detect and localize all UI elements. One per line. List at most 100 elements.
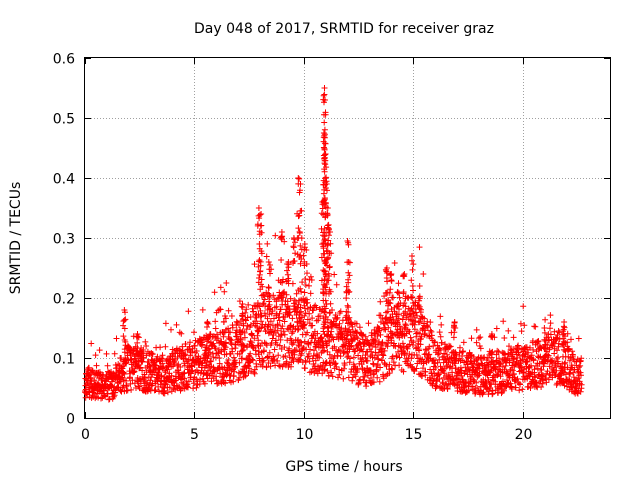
data-point <box>278 229 285 235</box>
data-point <box>301 338 308 345</box>
data-point <box>400 368 407 375</box>
data-point <box>435 371 442 378</box>
data-point <box>365 320 372 327</box>
data-point <box>402 308 409 315</box>
data-point <box>324 222 331 229</box>
data-point <box>534 365 541 372</box>
data-point <box>301 241 308 247</box>
x-tick-label: 5 <box>190 427 199 443</box>
data-point <box>530 346 537 353</box>
data-point <box>328 250 335 257</box>
data-point <box>329 373 336 380</box>
data-point <box>301 289 308 296</box>
data-point <box>401 271 408 277</box>
data-point <box>321 195 328 201</box>
data-point <box>88 378 95 385</box>
data-point <box>509 367 516 374</box>
data-point <box>318 210 325 217</box>
data-point <box>185 378 192 385</box>
data-point <box>322 97 328 103</box>
data-point <box>290 323 297 330</box>
data-point <box>388 337 395 344</box>
data-point <box>396 323 403 330</box>
data-point <box>547 312 554 319</box>
data-point <box>530 357 537 364</box>
data-point <box>321 233 328 240</box>
data-point <box>446 344 453 351</box>
data-point <box>266 294 273 300</box>
data-point <box>148 350 155 357</box>
data-point <box>452 349 459 356</box>
data-point <box>309 322 316 329</box>
data-point <box>322 284 329 291</box>
data-point <box>434 342 441 349</box>
data-point <box>380 352 387 359</box>
data-point <box>380 320 387 327</box>
data-point <box>545 352 552 359</box>
data-point <box>346 259 353 266</box>
data-point <box>574 389 581 396</box>
data-point <box>216 360 223 367</box>
data-point <box>257 268 264 274</box>
data-point <box>258 324 265 331</box>
data-point <box>505 327 512 334</box>
data-point <box>271 346 278 353</box>
data-point <box>321 91 328 98</box>
data-point <box>82 394 89 401</box>
data-point <box>370 371 377 378</box>
data-point <box>133 360 140 367</box>
data-point <box>346 272 353 279</box>
data-point <box>390 359 397 366</box>
data-point <box>460 339 467 346</box>
data-point <box>274 357 281 364</box>
data-point <box>324 187 330 194</box>
data-point <box>162 381 169 388</box>
data-point <box>389 294 396 301</box>
data-point <box>417 315 424 322</box>
data-point <box>388 278 395 284</box>
data-point <box>551 328 558 335</box>
data-point <box>295 175 302 181</box>
data-point <box>263 364 270 371</box>
data-point <box>146 362 153 369</box>
data-point <box>122 342 129 349</box>
data-point <box>278 294 285 301</box>
data-point <box>238 303 245 310</box>
data-point <box>276 317 283 324</box>
data-point <box>302 305 308 312</box>
data-point <box>152 387 159 393</box>
data-point <box>222 313 228 319</box>
data-point <box>427 327 434 334</box>
data-point <box>384 343 391 350</box>
data-point <box>266 301 273 308</box>
data-point <box>387 328 394 335</box>
data-point <box>578 372 584 379</box>
data-point <box>329 323 336 330</box>
data-point <box>394 303 401 310</box>
data-point <box>277 279 284 285</box>
data-point <box>265 259 272 265</box>
data-point <box>242 373 249 380</box>
data-point <box>313 304 320 311</box>
data-point <box>345 309 352 316</box>
data-point <box>453 376 460 382</box>
data-point <box>344 354 351 361</box>
data-point <box>323 259 329 266</box>
data-point <box>113 335 120 342</box>
data-point <box>362 333 369 340</box>
data-point <box>541 325 548 331</box>
data-point <box>124 352 131 359</box>
data-point <box>322 305 329 312</box>
data-point <box>225 357 232 363</box>
data-point <box>323 313 330 320</box>
data-point <box>299 279 306 286</box>
data-point <box>354 329 360 336</box>
y-tick-label: 0.6 <box>53 52 75 68</box>
data-point <box>431 338 438 345</box>
data-point <box>120 358 127 365</box>
data-point <box>500 318 507 325</box>
data-point <box>332 360 339 367</box>
data-point <box>185 308 192 315</box>
data-point <box>419 372 426 379</box>
data-point <box>283 291 290 298</box>
